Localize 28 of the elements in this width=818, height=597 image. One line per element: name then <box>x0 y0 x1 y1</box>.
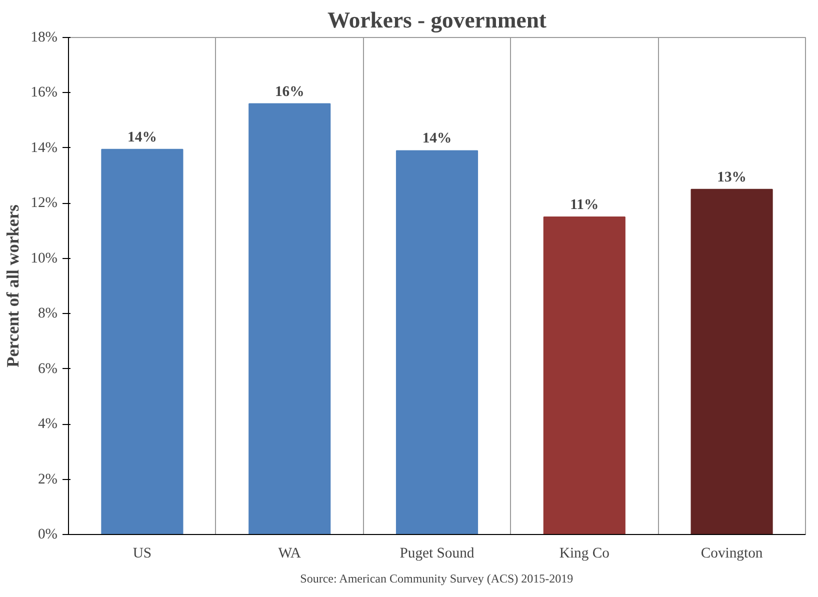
y-tick-label: 14% <box>30 140 58 156</box>
y-tick-label: 8% <box>38 306 58 322</box>
x-tick-label: King Co <box>559 546 610 562</box>
y-tick-label: 18% <box>30 30 58 46</box>
y-tick-label: 2% <box>38 471 58 488</box>
x-tick-label: US <box>132 546 152 562</box>
y-tick-label: 16% <box>30 84 58 101</box>
y-tick-label: 6% <box>38 360 58 377</box>
y-tick-label: 12% <box>30 195 58 212</box>
y-tick-label: 0% <box>38 526 58 542</box>
data-label: 11% <box>570 196 599 213</box>
x-tick-label: Puget Sound <box>400 546 475 562</box>
bar <box>543 216 626 534</box>
bar <box>396 150 478 534</box>
data-label: 14% <box>128 129 157 146</box>
chart-title: Workers - government <box>328 8 547 32</box>
data-label: 13% <box>717 169 746 186</box>
bar <box>690 188 773 534</box>
bar <box>248 103 331 534</box>
source-note: Source: American Community Survey (ACS) 2015-2019 <box>300 572 574 586</box>
y-axis-title: Percent of all workers <box>4 204 23 368</box>
data-label: 16% <box>274 84 304 100</box>
x-tick-label: Covington <box>700 546 764 562</box>
data-label: 14% <box>422 130 452 147</box>
y-tick-label: 10% <box>30 250 58 266</box>
y-tick-label: 4% <box>38 416 58 432</box>
x-tick-label: WA <box>278 546 302 562</box>
bar <box>101 148 184 534</box>
